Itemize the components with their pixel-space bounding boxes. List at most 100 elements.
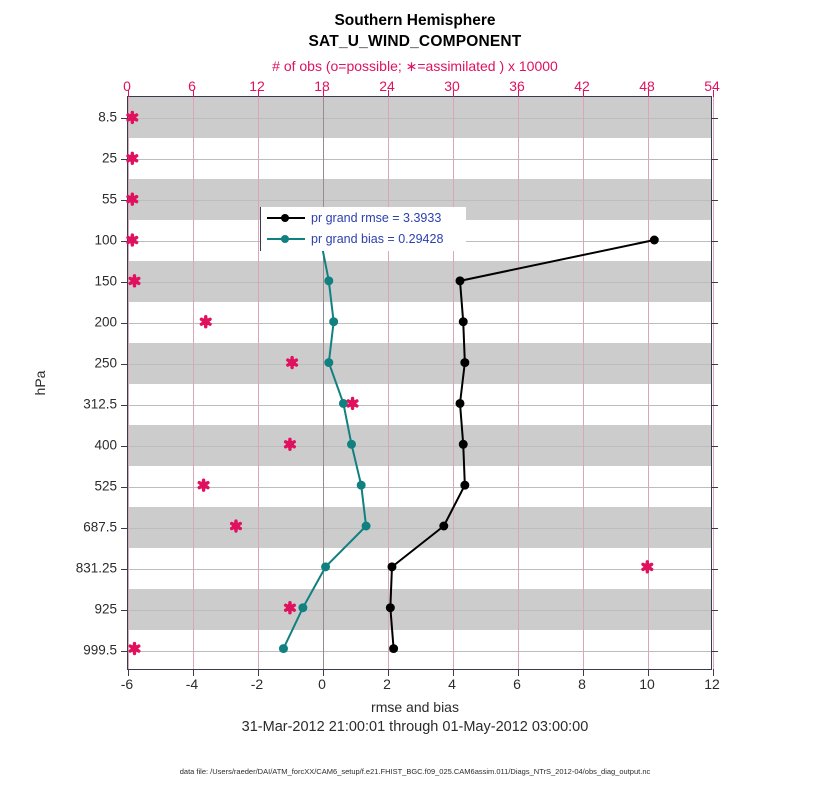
data-point — [389, 644, 399, 654]
obs-assimilated-marker — [283, 437, 296, 451]
obs-assimilated-marker — [229, 519, 242, 533]
gridline-horizontal — [128, 527, 711, 529]
y-tick-label: 525 — [94, 478, 117, 493]
rmse-line-swatch-icon — [267, 212, 305, 224]
top-axis-tick-label: 24 — [379, 78, 395, 94]
data-point — [385, 603, 395, 613]
data-point — [324, 358, 334, 368]
top-axis-tick — [583, 90, 584, 97]
y-tick — [711, 117, 718, 119]
x-axis-tick-labels: -6 -4 -2 0 2 4 6 8 10 12 — [121, 676, 720, 698]
data-point — [458, 439, 468, 449]
data-point — [329, 317, 339, 327]
x-tick-label: 6 — [513, 676, 521, 692]
x-tick — [518, 669, 519, 676]
top-axis-tick-label: 30 — [444, 78, 460, 94]
y-tick — [711, 486, 718, 488]
y-tick-label: 831.25 — [75, 560, 117, 575]
obs-assimilated-marker — [641, 560, 654, 574]
gridline-horizontal — [128, 445, 711, 447]
x-tick-label: 8 — [578, 676, 586, 692]
obs-assimilated-marker — [128, 641, 141, 656]
top-axis-tick-label: 54 — [704, 78, 720, 94]
gridline-vertical — [648, 97, 649, 669]
y-tick — [711, 158, 718, 160]
y-tick-label: 200 — [94, 314, 117, 329]
top-axis-tick-label: 6 — [188, 78, 196, 94]
y-tick-label: 925 — [94, 601, 117, 616]
top-axis-tick — [128, 90, 129, 97]
data-series-layer — [126, 110, 659, 656]
gridline-vertical — [258, 97, 259, 669]
y-tick — [121, 404, 128, 406]
gridline-vertical — [713, 97, 714, 669]
gridline-horizontal — [128, 486, 711, 488]
x-tick — [128, 669, 129, 676]
data-point — [460, 480, 470, 490]
data-point — [298, 603, 308, 613]
top-axis-tick — [648, 90, 649, 97]
obs-assimilated-marker — [126, 192, 139, 206]
top-axis-tick-labels: 0 6 12 18 24 30 36 42 48 54 — [123, 78, 720, 96]
y-tick — [711, 404, 718, 406]
x-axis-title: rmse and bias — [371, 699, 459, 715]
y-tick-label: 250 — [94, 355, 117, 370]
y-tick — [711, 240, 718, 242]
gridline-vertical — [453, 97, 454, 669]
bias-line-swatch-icon — [267, 233, 305, 245]
y-tick — [121, 158, 128, 160]
gridline-vertical — [388, 97, 389, 669]
y-tick-label: 687.5 — [83, 519, 117, 534]
data-point — [321, 562, 331, 572]
gridline-zero — [323, 97, 324, 669]
top-axis-tick — [323, 90, 324, 97]
x-tick-label: 2 — [383, 676, 391, 692]
obs-assimilated-marker — [346, 396, 359, 411]
y-tick — [711, 363, 718, 365]
gridline-horizontal — [128, 568, 711, 570]
obs-assimilated-marker — [283, 601, 296, 615]
gridline-vertical — [583, 97, 584, 669]
top-axis-tick-label: 12 — [249, 78, 265, 94]
data-point — [361, 521, 371, 531]
y-tick — [121, 199, 128, 201]
data-point — [649, 235, 659, 245]
y-tick-label: 8.5 — [98, 109, 117, 124]
y-tick — [711, 445, 718, 447]
gridline-horizontal — [128, 117, 711, 119]
y-tick — [121, 568, 128, 570]
y-tick — [121, 609, 128, 611]
y-tick — [121, 527, 128, 529]
y-tick — [711, 281, 718, 283]
y-tick — [121, 281, 128, 283]
y-tick — [711, 568, 718, 570]
data-point — [324, 276, 334, 286]
obs-assimilated-marker — [128, 274, 141, 288]
data-point — [356, 480, 366, 490]
gridline-vertical — [518, 97, 519, 669]
top-axis-tick — [713, 90, 714, 97]
data-point — [338, 398, 348, 408]
legend-item-rmse: pr grand rmse = 3.3933 — [267, 207, 466, 228]
y-tick — [711, 199, 718, 201]
y-axis-title: hPa — [32, 370, 48, 396]
y-tick — [121, 322, 128, 324]
x-tick-label: 12 — [704, 676, 720, 692]
top-axis-tick — [453, 90, 454, 97]
x-tick-label: -4 — [185, 676, 199, 692]
y-tick — [711, 322, 718, 324]
top-axis-tick-label: 42 — [574, 78, 590, 94]
x-tick — [648, 669, 649, 676]
y-tick — [121, 445, 128, 447]
x-tick-label: -2 — [250, 676, 264, 692]
obs-assimilated-marker — [197, 478, 210, 492]
y-tick — [121, 363, 128, 365]
y-tick — [711, 650, 718, 652]
variable-title: SAT_U_WIND_COMPONENT — [308, 33, 522, 50]
obs-assimilated-marker — [126, 233, 139, 247]
top-axis-tick-label: 0 — [123, 78, 131, 94]
data-point — [460, 358, 470, 368]
gridline-horizontal — [128, 322, 711, 324]
gridline-horizontal — [128, 609, 711, 611]
y-axis-tick-labels: 8.5 25 55 100 150 200 250 312.5 400 525 687.5 831.2… — [0, 96, 127, 670]
